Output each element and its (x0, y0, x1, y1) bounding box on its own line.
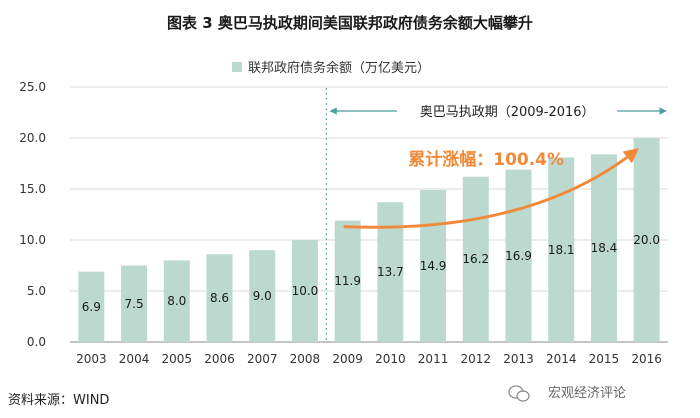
bar-2014 (548, 157, 575, 342)
bar-2007 (249, 250, 276, 342)
data-label: 8.0 (167, 294, 186, 308)
x-tick-label: 2006 (204, 352, 235, 366)
wechat-icon (508, 385, 530, 402)
bar-2005 (163, 260, 190, 342)
growth-trend-arrow (343, 148, 639, 229)
watermark-text: 宏观经济评论 (548, 386, 626, 401)
bar-2004 (121, 265, 148, 342)
data-label: 13.7 (377, 265, 404, 279)
data-label: 11.9 (334, 274, 361, 288)
legend-swatch (232, 62, 242, 72)
data-label: 18.1 (548, 243, 575, 257)
x-tick-label: 2008 (290, 352, 321, 366)
period-label: 奥巴马执政期（2009-2016） (420, 105, 595, 120)
x-axis-ticks: 2003 2004 2005 2006 2007 2008 2009 2010 2011 2012… (76, 352, 662, 366)
x-tick-label: 2013 (503, 352, 534, 366)
x-tick-label: 2005 (162, 352, 193, 366)
data-label: 8.6 (210, 291, 229, 305)
data-label: 16.9 (505, 249, 532, 263)
bar-2016 (633, 138, 660, 342)
data-label: 6.9 (82, 300, 101, 314)
x-tick-label: 2003 (76, 352, 107, 366)
bar-2006 (206, 254, 233, 342)
x-tick-label: 2004 (119, 352, 150, 366)
bar-2013 (505, 169, 532, 342)
y-tick-label: 0.0 (27, 335, 46, 349)
x-tick-label: 2012 (461, 352, 492, 366)
chart-title: 图表 3 奥巴马执政期间美国联邦政府债务余额大幅攀升 (167, 14, 533, 32)
x-tick-label: 2011 (418, 352, 449, 366)
x-tick-label: 2015 (589, 352, 620, 366)
y-tick-label: 5.0 (27, 284, 46, 298)
data-label: 16.2 (462, 252, 489, 266)
x-tick-label: 2010 (375, 352, 406, 366)
data-label: 14.9 (420, 259, 447, 273)
data-label: 20.0 (633, 233, 660, 247)
y-tick-label: 25.0 (19, 80, 46, 94)
x-tick-label: 2014 (546, 352, 577, 366)
x-tick-label: 2016 (631, 352, 662, 366)
data-label: 10.0 (292, 284, 319, 298)
y-axis-ticks: 0.0 5.0 10.0 15.0 20.0 25.0 (19, 80, 46, 349)
bar-2015 (590, 154, 617, 342)
bar-2008 (291, 240, 318, 342)
bar-2011 (420, 190, 447, 342)
x-tick-label: 2007 (247, 352, 278, 366)
period-label-background (397, 101, 618, 121)
legend: 联邦政府债务余额（万亿美元） (232, 60, 430, 76)
data-labels: 6.9 7.5 8.0 8.6 9.0 10.0 11.9 13.7 14.9 16.2 16.9 1… (82, 233, 660, 314)
source-note: 资料来源：WIND (8, 393, 109, 408)
bar-2012 (462, 176, 489, 342)
data-label: 18.4 (591, 241, 618, 255)
data-label: 7.5 (125, 297, 144, 311)
data-label: 9.0 (253, 289, 272, 303)
bar-2009 (334, 220, 361, 342)
bars (78, 138, 660, 342)
growth-label: 累计涨幅：100.4% (408, 149, 564, 170)
y-tick-label: 15.0 (19, 182, 46, 196)
watermark: 宏观经济评论 (508, 385, 626, 402)
legend-label: 联邦政府债务余额（万亿美元） (248, 60, 430, 76)
x-tick-label: 2009 (332, 352, 363, 366)
bar-2003 (78, 271, 105, 342)
period-annotation: 奥巴马执政期（2009-2016） (325, 88, 667, 342)
y-tick-label: 10.0 (19, 233, 46, 247)
y-tick-label: 20.0 (19, 131, 46, 145)
